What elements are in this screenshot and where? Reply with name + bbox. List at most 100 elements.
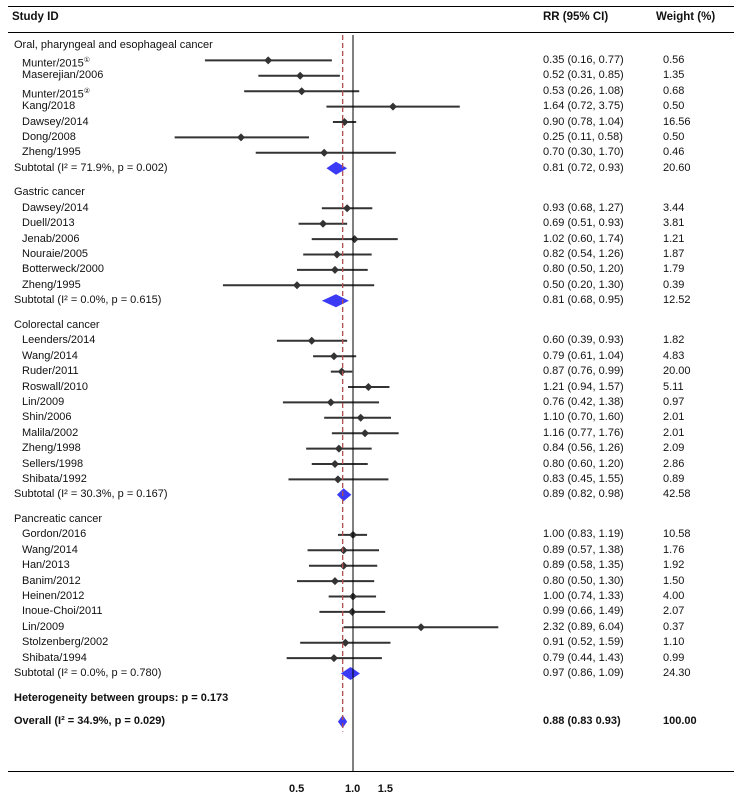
study-label-text: Roswall/2010 — [22, 380, 89, 393]
point-estimate-marker — [296, 71, 305, 80]
point-estimate-marker — [339, 546, 348, 555]
rr-header: RR (95% CI) — [543, 11, 609, 23]
rr-ci-value: 0.80 (0.60, 1.20) — [543, 457, 624, 470]
point-estimate-marker — [264, 56, 273, 65]
study-label-text: Wang/2014 — [22, 349, 78, 362]
weight-value: 4.83 — [663, 349, 685, 362]
weight-value: 0.46 — [663, 146, 685, 159]
rr-ci-value: 0.87 (0.76, 0.99) — [543, 365, 624, 378]
study-label-text: Han/2013 — [22, 559, 70, 572]
study-label-text: Shibata/1994 — [22, 651, 87, 664]
rr-ci-value: 0.89 (0.57, 1.38) — [543, 543, 624, 556]
study-label-text: Munter/2015 — [22, 88, 84, 101]
x-tick-label: 1.0 — [345, 783, 361, 795]
rr-ci-value: 1.64 (0.72, 3.75) — [543, 100, 624, 113]
rr-ci-value: 0.80 (0.50, 1.20) — [543, 263, 624, 276]
weight-value: 0.50 — [663, 130, 685, 143]
point-estimate-marker — [388, 102, 397, 111]
study-label: Munter/2015② — [22, 85, 90, 102]
bottom-rule — [8, 771, 734, 772]
subtotal-label: Subtotal (I² = 0.0%, p = 0.780) — [14, 667, 162, 679]
study-label: Duell/2013 — [22, 217, 75, 230]
subtotal-weight: 42.58 — [663, 488, 691, 501]
overall-rr-value: 0.88 (0.83 0.93) — [543, 715, 621, 728]
study-label: Gordon/2016 — [22, 528, 86, 541]
study-label: Stolzenberg/2002 — [22, 636, 108, 649]
point-estimate-marker — [292, 281, 301, 290]
rr-ci-value: 0.79 (0.44, 1.43) — [543, 651, 624, 664]
study-label: Shibata/1992 — [22, 473, 87, 486]
point-estimate-marker — [416, 623, 425, 632]
weight-value: 5.11 — [663, 380, 684, 393]
study-label-text: Lin/2009 — [22, 395, 65, 408]
weight-value: 2.07 — [663, 605, 685, 618]
point-estimate-marker — [330, 460, 339, 468]
point-estimate-marker — [329, 352, 338, 361]
weight-value: 3.81 — [663, 217, 685, 230]
point-estimate-marker — [319, 219, 328, 228]
rr-ci-value: 1.00 (0.83, 1.19) — [543, 528, 624, 541]
subtotal-weight: 20.60 — [663, 161, 691, 174]
study-label: Sellers/1998 — [22, 458, 83, 471]
study-label: Han/2013 — [22, 559, 70, 572]
weight-value: 1.82 — [663, 334, 685, 347]
study-superscript: ① — [83, 56, 91, 64]
study-label: Leenders/2014 — [22, 334, 95, 347]
study-label-text: Zheng/1995 — [22, 278, 81, 291]
group-heading: Oral, pharyngeal and esophageal cancer — [14, 38, 213, 51]
weight-value: 4.00 — [663, 590, 685, 602]
rr-ci-value: 0.89 (0.58, 1.35) — [543, 559, 624, 572]
subtotal-label: Subtotal (I² = 71.9%, p = 0.002) — [14, 161, 168, 174]
study-label-text: Wang/2014 — [22, 543, 78, 556]
weight-value: 0.50 — [663, 100, 685, 113]
study-label: Wang/2014 — [22, 544, 78, 557]
weight-value: 0.97 — [663, 395, 685, 408]
study-label: Nouraie/2005 — [22, 248, 88, 261]
overall-label: Overall (I² = 34.9%, p = 0.029) — [14, 715, 166, 728]
study-label-text: Jenab/2006 — [22, 232, 80, 245]
group-heading: Gastric cancer — [14, 186, 85, 199]
study-label: Munter/2015① — [22, 54, 90, 71]
subtotal-weight: 12.52 — [663, 294, 691, 307]
heterogeneity-label: Heterogeneity between groups: p = 0.173 — [14, 691, 229, 704]
weight-value: 0.99 — [663, 651, 685, 664]
study-label-text: Ruder/2011 — [22, 365, 79, 378]
rr-ci-value: 0.69 (0.51, 0.93) — [543, 217, 624, 230]
overall-weight: 100.00 — [663, 715, 697, 728]
study-label: Dong/2008 — [22, 131, 76, 144]
study-label: Inoue-Choi/2011 — [22, 605, 103, 618]
weight-value: 0.56 — [663, 53, 685, 66]
overall-diamond — [337, 715, 348, 729]
rr-ci-value: 0.70 (0.30, 1.70) — [543, 146, 624, 159]
study-label-text: Lin/2009 — [22, 620, 65, 633]
study-label: Zheng/1995 — [22, 146, 81, 159]
rr-ci-value: 2.32 (0.89, 6.04) — [543, 620, 624, 633]
weight-value: 2.01 — [663, 411, 685, 424]
rr-ci-value: 0.52 (0.31, 0.85) — [543, 69, 624, 82]
study-label-text: Shibata/1992 — [22, 472, 87, 485]
rr-ci-value: 0.84 (0.56, 1.26) — [543, 442, 624, 455]
weight-value: 10.58 — [663, 528, 691, 541]
study-label-text: Inoue-Choi/2011 — [22, 605, 103, 618]
point-estimate-marker — [348, 607, 357, 616]
point-estimate-marker — [339, 561, 348, 570]
point-estimate-marker — [332, 250, 341, 259]
weight-value: 1.10 — [663, 636, 685, 649]
point-estimate-marker — [333, 475, 342, 484]
weight-value: 0.37 — [663, 620, 685, 633]
subtotal-rr-value: 0.97 (0.86, 1.09) — [543, 667, 624, 679]
study-label-text: Munter/2015 — [22, 57, 84, 70]
group-heading: Colorectal cancer — [14, 318, 100, 331]
subtotal-rr-value: 0.81 (0.72, 0.93) — [543, 161, 624, 174]
study-label-text: Zheng/1995 — [22, 146, 81, 159]
subtotal-diamond — [326, 161, 348, 175]
subtotal-diamond — [321, 294, 349, 308]
point-estimate-marker — [334, 444, 343, 453]
study-label: Roswall/2010 — [22, 381, 88, 394]
rr-ci-value: 0.79 (0.61, 1.04) — [543, 349, 624, 362]
weight-value: 20.00 — [663, 365, 691, 378]
weight-value: 0.89 — [663, 472, 685, 485]
study-label-text: Dong/2008 — [22, 130, 76, 143]
